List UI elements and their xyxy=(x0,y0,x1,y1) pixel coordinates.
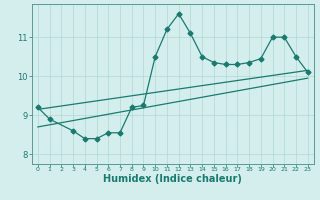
X-axis label: Humidex (Indice chaleur): Humidex (Indice chaleur) xyxy=(103,174,242,184)
